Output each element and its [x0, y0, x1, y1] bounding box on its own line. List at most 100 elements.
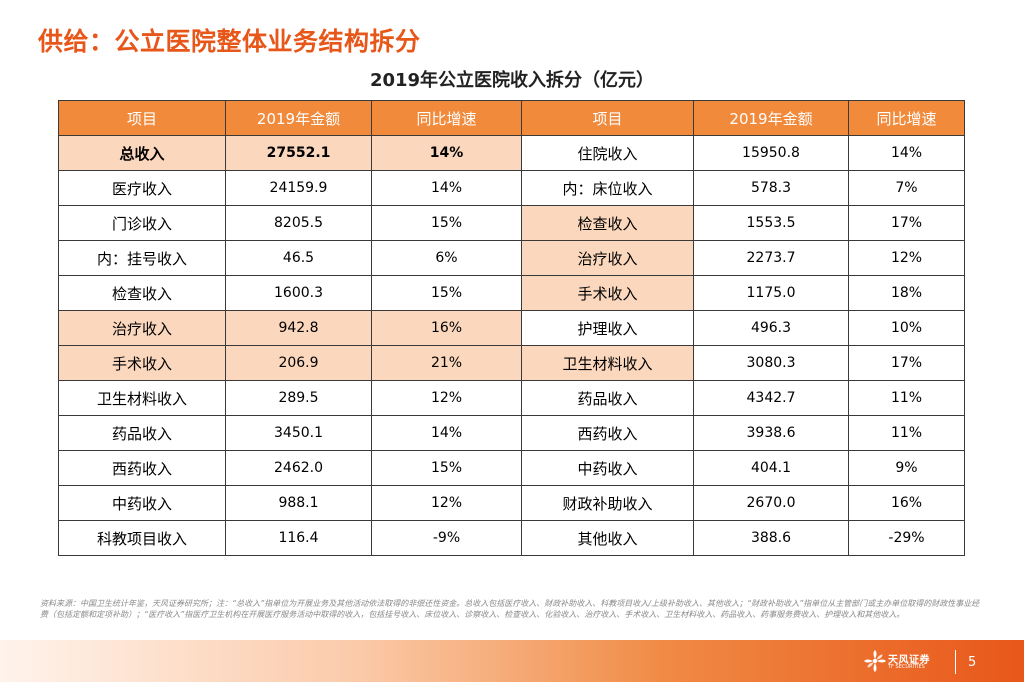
left-growth: 15% — [371, 275, 522, 311]
left-item-name: 门诊收入 — [58, 205, 226, 241]
left-amount: 1600.3 — [225, 275, 372, 311]
right-growth: 14% — [848, 135, 965, 171]
right-amount: 496.3 — [693, 310, 849, 346]
left-item-name: 手术收入 — [58, 345, 226, 381]
right-growth: 16% — [848, 485, 965, 521]
right-item-name: 财政补助收入 — [521, 485, 694, 521]
header-amount-right: 2019年金额 — [693, 100, 849, 136]
table-row: 科教项目收入 116.4 -9% 其他收入 388.6 -29% — [58, 520, 965, 556]
table-row: 西药收入 2462.0 15% 中药收入 404.1 9% — [58, 450, 965, 486]
left-amount: 942.8 — [225, 310, 372, 346]
footer-bar — [0, 640, 1024, 682]
right-item-name: 内：床位收入 — [521, 170, 694, 206]
left-growth: 15% — [371, 205, 522, 241]
left-growth: 14% — [371, 170, 522, 206]
left-growth: 6% — [371, 240, 522, 276]
right-item-name: 治疗收入 — [521, 240, 694, 276]
right-amount: 4342.7 — [693, 380, 849, 416]
table-row: 门诊收入 8205.5 15% 检查收入 1553.5 17% — [58, 205, 965, 241]
left-growth: 12% — [371, 380, 522, 416]
right-growth: 17% — [848, 205, 965, 241]
source-footnote: 资料来源：中国卫生统计年鉴，天风证券研究所；注：“总收入”指单位为开展业务及其他… — [40, 599, 980, 619]
right-item-name: 手术收入 — [521, 275, 694, 311]
left-amount: 988.1 — [225, 485, 372, 521]
header-item-left: 项目 — [58, 100, 226, 136]
table-row: 手术收入 206.9 21% 卫生材料收入 3080.3 17% — [58, 345, 965, 381]
left-amount: 289.5 — [225, 380, 372, 416]
left-growth: 14% — [371, 415, 522, 451]
right-growth: 7% — [848, 170, 965, 206]
left-amount: 206.9 — [225, 345, 372, 381]
header-amount-left: 2019年金额 — [225, 100, 372, 136]
table-row: 卫生材料收入 289.5 12% 药品收入 4342.7 11% — [58, 380, 965, 416]
right-growth: 12% — [848, 240, 965, 276]
header-growth-left: 同比增速 — [371, 100, 522, 136]
right-item-name: 住院收入 — [521, 135, 694, 171]
right-growth: 11% — [848, 415, 965, 451]
left-growth: 15% — [371, 450, 522, 486]
table-header-row: 项目 2019年金额 同比增速 项目 2019年金额 同比增速 — [58, 100, 965, 136]
right-growth: 10% — [848, 310, 965, 346]
left-item-name: 治疗收入 — [58, 310, 226, 346]
left-growth: 14% — [371, 135, 522, 171]
table-row: 医疗收入 24159.9 14% 内：床位收入 578.3 7% — [58, 170, 965, 206]
left-amount: 3450.1 — [225, 415, 372, 451]
left-growth: 12% — [371, 485, 522, 521]
company-logo: 天风证券 TF SECURITIES — [862, 648, 938, 674]
revenue-table: 项目 2019年金额 同比增速 项目 2019年金额 同比增速 总收入 27552… — [58, 100, 965, 556]
right-growth: 17% — [848, 345, 965, 381]
right-item-name: 西药收入 — [521, 415, 694, 451]
right-item-name: 卫生材料收入 — [521, 345, 694, 381]
left-amount: 46.5 — [225, 240, 372, 276]
pinwheel-logo-icon — [864, 650, 886, 672]
page-number: 5 — [968, 655, 977, 670]
logo-subtitle: TF SECURITIES — [888, 664, 925, 670]
right-growth: 11% — [848, 380, 965, 416]
right-amount: 388.6 — [693, 520, 849, 556]
left-item-name: 药品收入 — [58, 415, 226, 451]
logo-name: 天风证券 — [888, 655, 930, 666]
right-item-name: 药品收入 — [521, 380, 694, 416]
right-growth: 9% — [848, 450, 965, 486]
left-item-name: 西药收入 — [58, 450, 226, 486]
table-row: 总收入 27552.1 14% 住院收入 15950.8 14% — [58, 135, 965, 171]
left-amount: 27552.1 — [225, 135, 372, 171]
table-row: 中药收入 988.1 12% 财政补助收入 2670.0 16% — [58, 485, 965, 521]
table-row: 内：挂号收入 46.5 6% 治疗收入 2273.7 12% — [58, 240, 965, 276]
right-amount: 578.3 — [693, 170, 849, 206]
left-item-name: 医疗收入 — [58, 170, 226, 206]
right-growth: -29% — [848, 520, 965, 556]
left-growth: 21% — [371, 345, 522, 381]
right-item-name: 护理收入 — [521, 310, 694, 346]
right-amount: 3080.3 — [693, 345, 849, 381]
page-title: 供给：公立医院整体业务结构拆分 — [38, 27, 421, 56]
right-amount: 3938.6 — [693, 415, 849, 451]
left-item-name: 总收入 — [58, 135, 226, 171]
right-amount: 1553.5 — [693, 205, 849, 241]
left-growth: 16% — [371, 310, 522, 346]
left-item-name: 卫生材料收入 — [58, 380, 226, 416]
left-amount: 24159.9 — [225, 170, 372, 206]
right-amount: 2670.0 — [693, 485, 849, 521]
left-item-name: 检查收入 — [58, 275, 226, 311]
left-amount: 116.4 — [225, 520, 372, 556]
table-row: 检查收入 1600.3 15% 手术收入 1175.0 18% — [58, 275, 965, 311]
right-item-name: 中药收入 — [521, 450, 694, 486]
table-row: 药品收入 3450.1 14% 西药收入 3938.6 11% — [58, 415, 965, 451]
table-title: 2019年公立医院收入拆分（亿元） — [369, 70, 655, 91]
footer-separator — [955, 650, 956, 674]
right-item-name: 检查收入 — [521, 205, 694, 241]
left-item-name: 中药收入 — [58, 485, 226, 521]
right-item-name: 其他收入 — [521, 520, 694, 556]
right-amount: 15950.8 — [693, 135, 849, 171]
right-amount: 1175.0 — [693, 275, 849, 311]
header-item-right: 项目 — [521, 100, 694, 136]
left-amount: 8205.5 — [225, 205, 372, 241]
left-growth: -9% — [371, 520, 522, 556]
left-amount: 2462.0 — [225, 450, 372, 486]
left-item-name: 内：挂号收入 — [58, 240, 226, 276]
left-item-name: 科教项目收入 — [58, 520, 226, 556]
right-amount: 404.1 — [693, 450, 849, 486]
table-row: 治疗收入 942.8 16% 护理收入 496.3 10% — [58, 310, 965, 346]
right-amount: 2273.7 — [693, 240, 849, 276]
